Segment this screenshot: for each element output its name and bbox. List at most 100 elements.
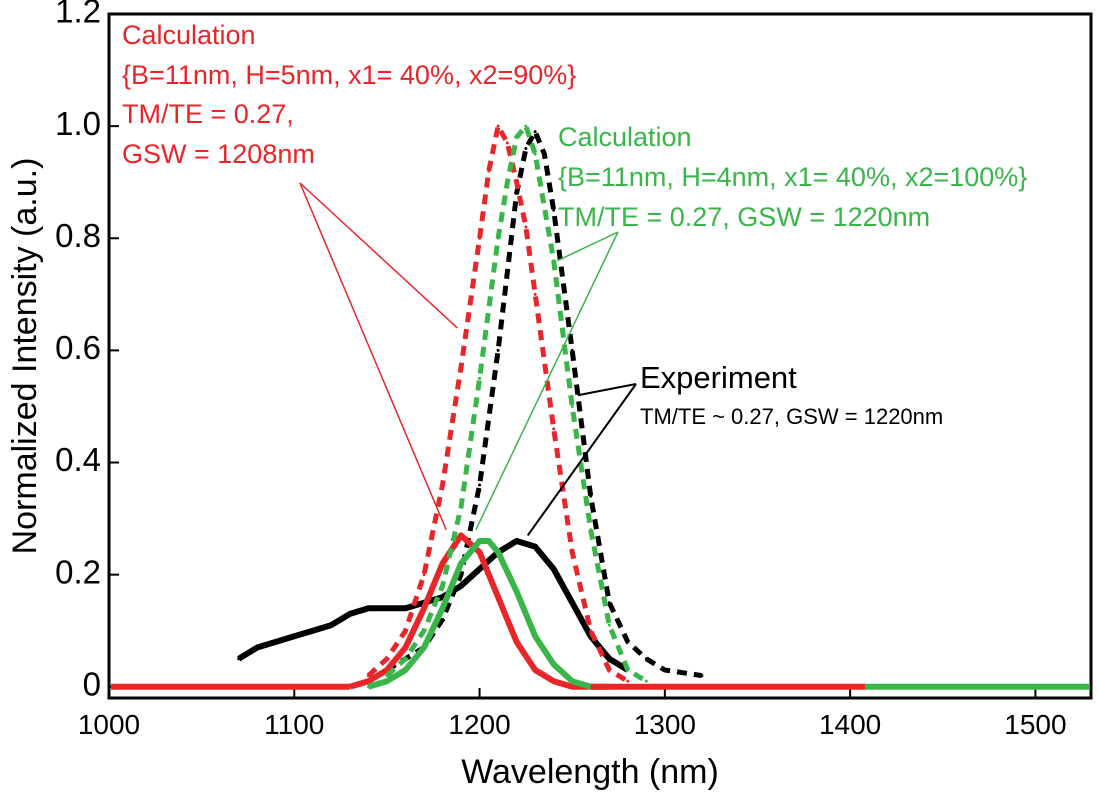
x-tick-label: 1000 bbox=[78, 709, 140, 740]
series-point bbox=[496, 236, 500, 240]
series-point bbox=[459, 573, 463, 577]
series-point bbox=[626, 668, 630, 672]
series-point bbox=[366, 679, 370, 683]
series-point bbox=[515, 135, 519, 139]
series-point bbox=[626, 679, 630, 683]
y-tick-label: 1.0 bbox=[55, 105, 101, 142]
series-point bbox=[589, 528, 593, 532]
series-point bbox=[515, 191, 519, 195]
series-point bbox=[496, 124, 500, 128]
series-point bbox=[533, 130, 537, 134]
y-axis-label: Normalized Intensity (a.u.) bbox=[6, 158, 44, 555]
annotation-green-title: Calculation bbox=[558, 122, 692, 152]
series-point bbox=[459, 561, 463, 565]
annotation-red-gsw: GSW = 1208nm bbox=[122, 139, 315, 169]
series-point bbox=[524, 225, 528, 229]
series-point bbox=[552, 208, 556, 212]
annotation-red-title: Calculation bbox=[122, 20, 256, 50]
series-point bbox=[478, 483, 482, 487]
series-point bbox=[515, 539, 519, 543]
series-point bbox=[607, 668, 611, 672]
annotation-red-params: {B=11nm, H=5nm, x1= 40%, x2=90%} bbox=[122, 60, 576, 90]
red-leader-to-solid bbox=[299, 182, 447, 531]
x-tick-label: 1300 bbox=[634, 709, 696, 740]
green-leader-to-dashed bbox=[557, 231, 619, 262]
y-tick-label: 0 bbox=[83, 666, 101, 703]
series-point bbox=[403, 629, 407, 633]
annotation-experiment-sub: TM/TE ~ 0.27, GSW = 1220nm bbox=[640, 404, 943, 429]
x-tick-label: 1200 bbox=[448, 709, 510, 740]
y-tick-label: 0.8 bbox=[55, 217, 101, 254]
x-tick-label: 1500 bbox=[1004, 709, 1066, 740]
series-point bbox=[552, 679, 556, 683]
series-point bbox=[311, 629, 315, 633]
series-point bbox=[441, 618, 445, 622]
y-tick-label: 1.2 bbox=[55, 0, 101, 30]
series-point bbox=[552, 427, 556, 431]
series-point bbox=[422, 573, 426, 577]
series-point bbox=[700, 674, 704, 678]
series-point bbox=[487, 169, 491, 173]
series-point bbox=[255, 646, 259, 650]
series-point bbox=[496, 348, 500, 352]
series-point bbox=[505, 270, 509, 274]
red-leader-to-dashed bbox=[299, 182, 458, 329]
leader-lines bbox=[299, 182, 637, 536]
series-point bbox=[478, 376, 482, 380]
series-point bbox=[552, 259, 556, 263]
series-point bbox=[626, 640, 630, 644]
series-point bbox=[422, 606, 426, 610]
series-point bbox=[533, 668, 537, 672]
series-point bbox=[459, 365, 463, 369]
series-point bbox=[607, 623, 611, 627]
series-point bbox=[515, 640, 519, 644]
series-point bbox=[441, 561, 445, 565]
series-point bbox=[496, 550, 500, 554]
series-point bbox=[385, 668, 389, 672]
x-tick-label: 1100 bbox=[264, 709, 324, 740]
y-tick-label: 0.4 bbox=[55, 441, 101, 478]
ticks: 0 0.2 0.4 0.6 0.8 1.0 1.2 1000 1100 1200 1300 1400 1… bbox=[55, 0, 1066, 740]
series-point bbox=[459, 533, 463, 537]
series-point bbox=[552, 567, 556, 571]
series-point bbox=[607, 657, 611, 661]
series-point bbox=[570, 348, 574, 352]
series-point bbox=[459, 584, 463, 588]
series-point bbox=[589, 629, 593, 633]
experiment-leader-to-dashed bbox=[577, 383, 637, 397]
series-point bbox=[366, 685, 370, 689]
series-point bbox=[533, 634, 537, 638]
series-point bbox=[385, 606, 389, 610]
series-point bbox=[385, 657, 389, 661]
series-point bbox=[292, 634, 296, 638]
series-line-1 bbox=[237, 538, 630, 673]
y-tick-label: 0.6 bbox=[55, 329, 101, 366]
series-point bbox=[533, 292, 537, 296]
series-point bbox=[478, 236, 482, 240]
annotation-red-tmte: TM/TE = 0.27, bbox=[122, 99, 294, 129]
series-point bbox=[496, 595, 500, 599]
series-point bbox=[459, 505, 463, 509]
y-tick-label: 0.2 bbox=[55, 553, 101, 590]
series-point bbox=[366, 674, 370, 678]
series-point bbox=[441, 584, 445, 588]
green-leader-to-solid bbox=[475, 231, 619, 531]
series-line-2 bbox=[366, 123, 630, 684]
series-point bbox=[570, 404, 574, 408]
series-point bbox=[478, 567, 482, 571]
series-point bbox=[385, 679, 389, 683]
series-point bbox=[237, 657, 241, 661]
series-point bbox=[422, 629, 426, 633]
series-point bbox=[441, 606, 445, 610]
series-point bbox=[478, 539, 482, 543]
series-point bbox=[385, 674, 389, 678]
series-point bbox=[505, 180, 509, 184]
series-point bbox=[533, 545, 537, 549]
series-point bbox=[403, 646, 407, 650]
series-point bbox=[403, 668, 407, 672]
series-point bbox=[644, 679, 648, 683]
series-point bbox=[366, 606, 370, 610]
series-point bbox=[542, 152, 546, 156]
series-point bbox=[524, 147, 528, 151]
